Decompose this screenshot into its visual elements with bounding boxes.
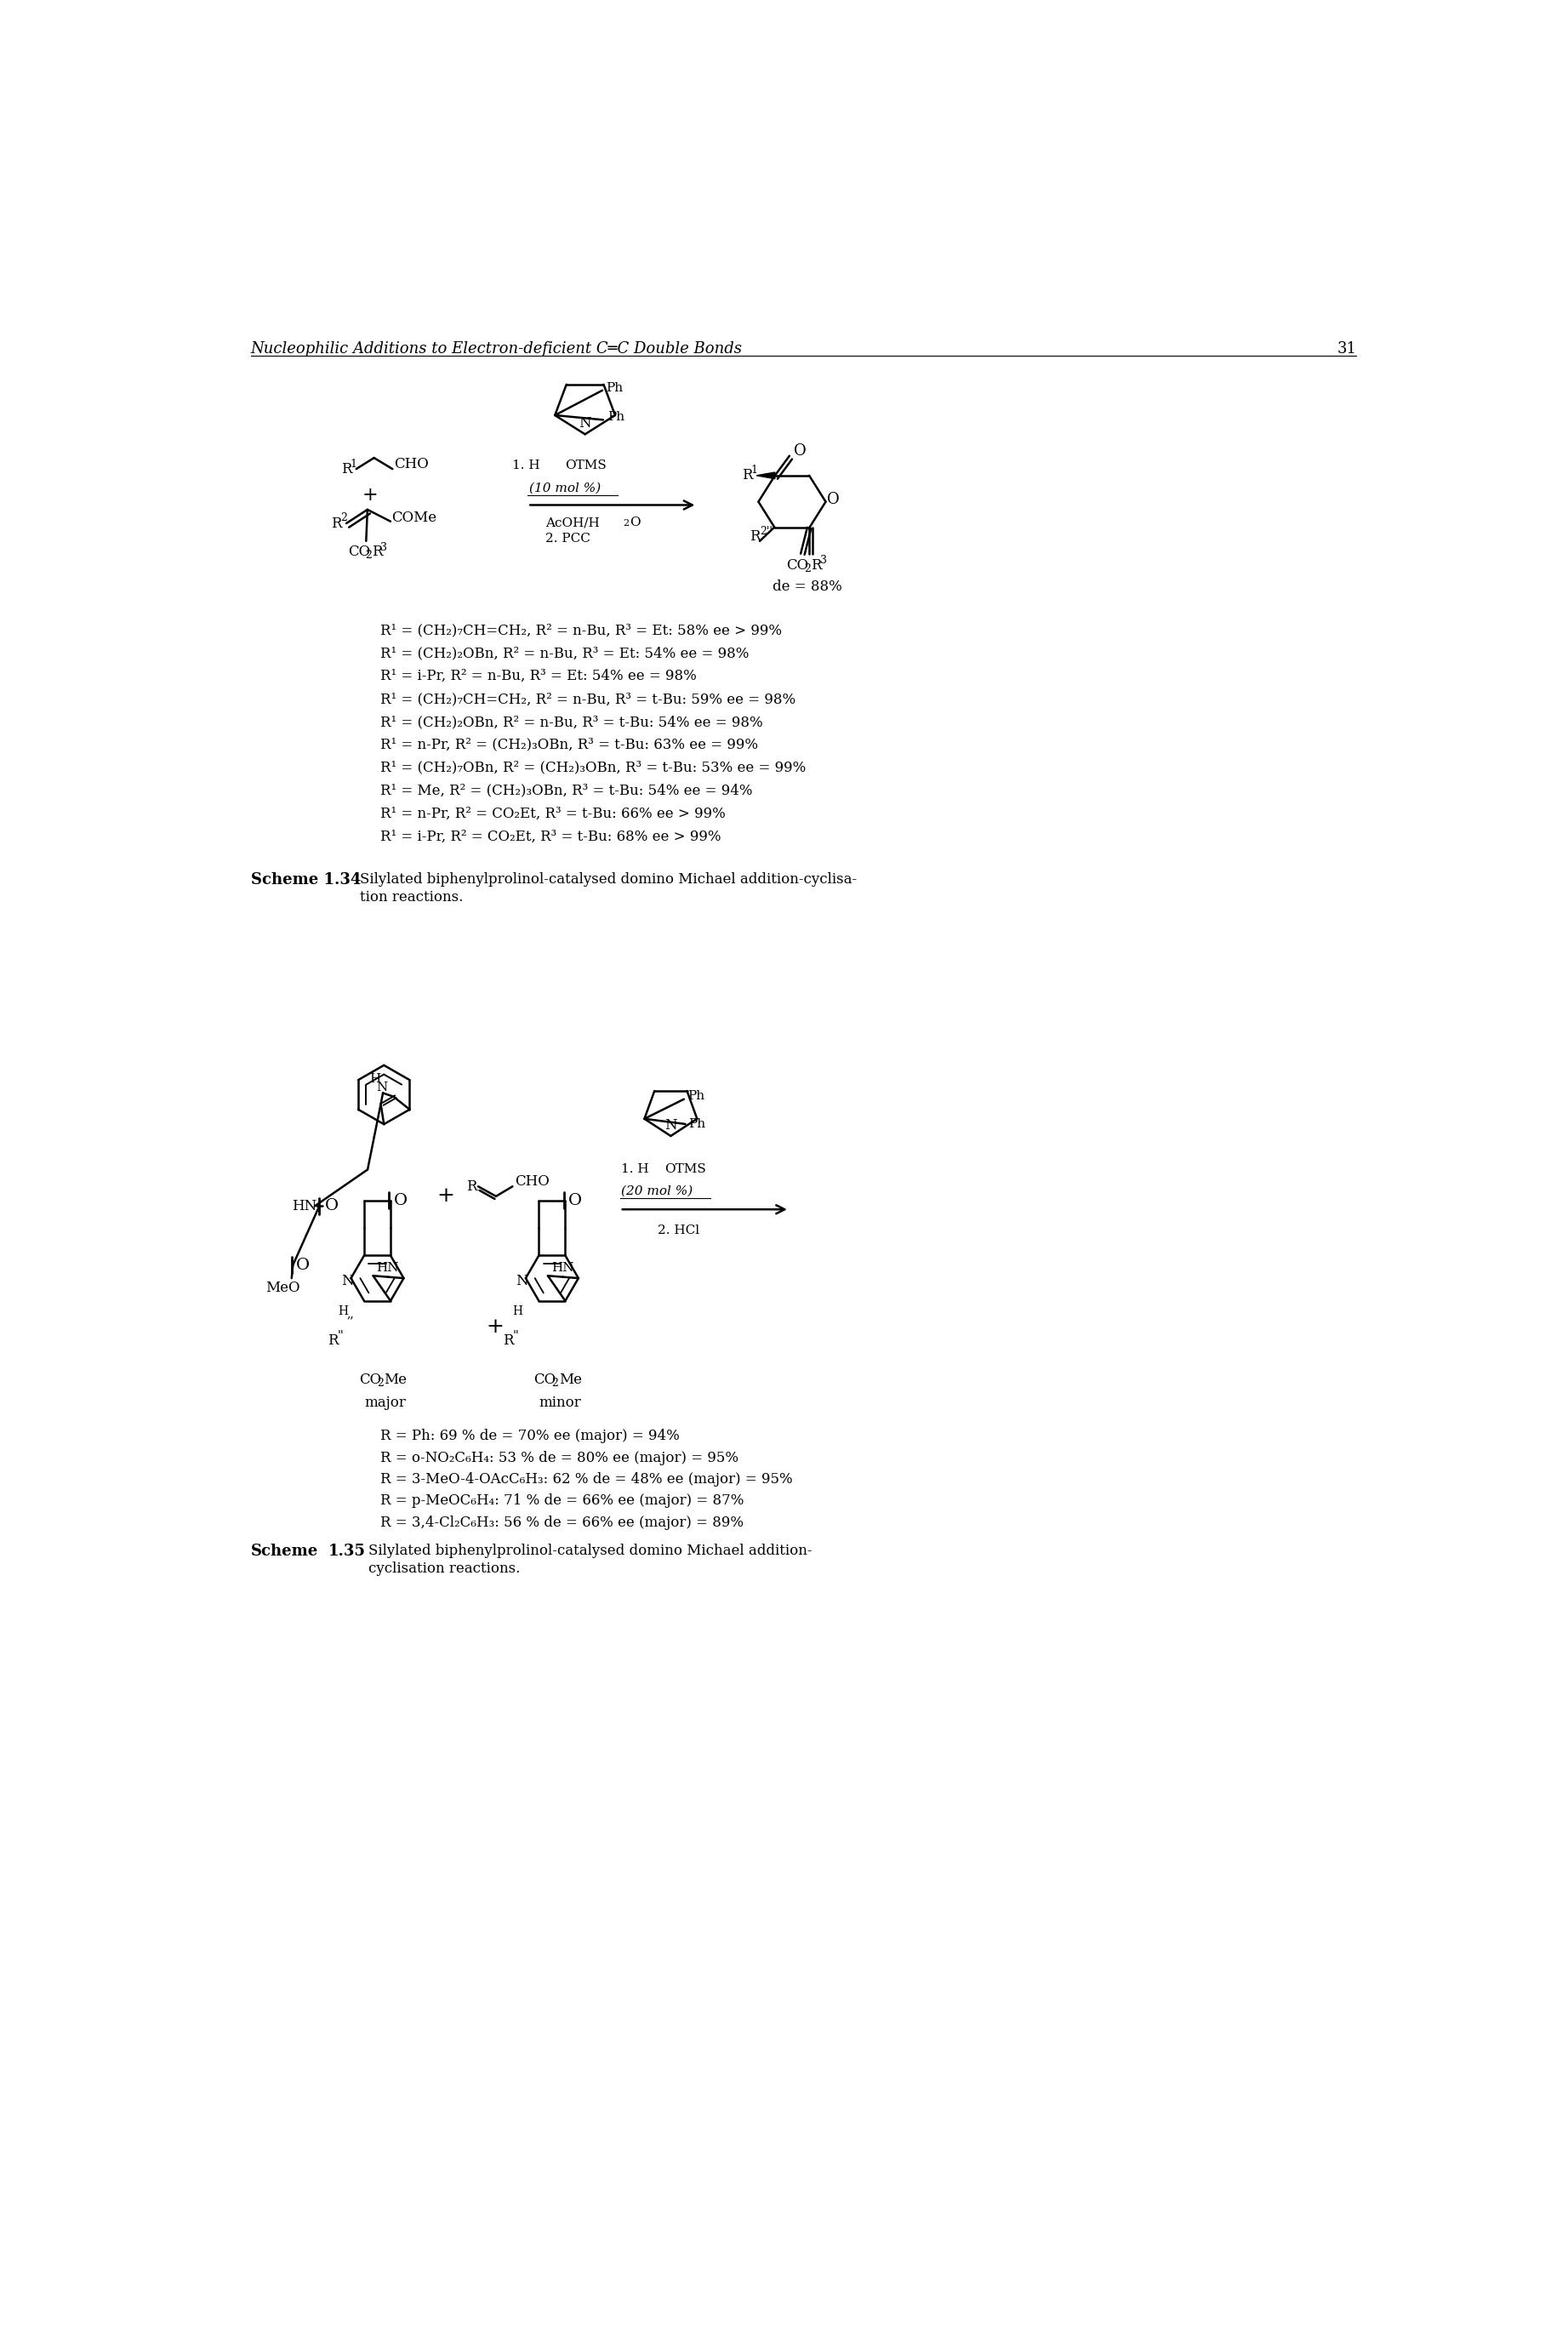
Text: 1. H: 1. H [513, 459, 541, 470]
Text: HN: HN [292, 1200, 317, 1214]
Text: H: H [513, 1305, 522, 1317]
Text: Scheme: Scheme [251, 1543, 318, 1559]
Text: N: N [665, 1117, 677, 1134]
Text: R: R [331, 515, 342, 532]
Polygon shape [756, 473, 775, 480]
Text: O: O [630, 517, 641, 529]
Text: Silylated biphenylprolinol-catalysed domino Michael addition-: Silylated biphenylprolinol-catalysed dom… [368, 1543, 812, 1557]
Text: Me: Me [558, 1374, 582, 1388]
Text: R = p-MeOC₆H₄: 71 % de = 66% ee (major) = 87%: R = p-MeOC₆H₄: 71 % de = 66% ee (major) … [381, 1494, 745, 1508]
Text: Ph: Ph [688, 1117, 706, 1129]
Text: Nucleophilic Additions to Electron-deficient C═C Double Bonds: Nucleophilic Additions to Electron-defic… [251, 341, 743, 358]
Text: O: O [296, 1258, 310, 1272]
Text: 3: 3 [820, 555, 826, 567]
Text: CO: CO [786, 557, 809, 572]
Text: O: O [394, 1192, 408, 1209]
Text: 2. PCC: 2. PCC [546, 532, 591, 543]
Text: R¹ = (CH₂)₂OBn, R² = n-Bu, R³ = t-Bu: 54% ee = 98%: R¹ = (CH₂)₂OBn, R² = n-Bu, R³ = t-Bu: 54… [381, 715, 764, 729]
Text: R¹ = (CH₂)₇OBn, R² = (CH₂)₃OBn, R³ = t-Bu: 53% ee = 99%: R¹ = (CH₂)₇OBn, R² = (CH₂)₃OBn, R³ = t-B… [381, 760, 806, 776]
Text: R = o-NO₂C₆H₄: 53 % de = 80% ee (major) = 95%: R = o-NO₂C₆H₄: 53 % de = 80% ee (major) … [381, 1451, 739, 1465]
Text: R: R [750, 529, 760, 543]
Text: Me: Me [384, 1374, 406, 1388]
Text: 2: 2 [365, 550, 372, 562]
Text: '': '' [337, 1329, 345, 1341]
Text: CO: CO [348, 546, 370, 560]
Text: OTMS: OTMS [665, 1164, 706, 1176]
Text: R: R [503, 1334, 513, 1348]
Text: R¹ = n-Pr, R² = CO₂Et, R³ = t-Bu: 66% ee > 99%: R¹ = n-Pr, R² = CO₂Et, R³ = t-Bu: 66% ee… [381, 807, 726, 821]
Text: R¹ = n-Pr, R² = (CH₂)₃OBn, R³ = t-Bu: 63% ee = 99%: R¹ = n-Pr, R² = (CH₂)₃OBn, R³ = t-Bu: 63… [381, 739, 759, 753]
Text: OTMS: OTMS [564, 459, 607, 470]
Text: HN: HN [376, 1263, 398, 1275]
Text: Ph: Ph [605, 381, 622, 393]
Text: cyclisation reactions.: cyclisation reactions. [368, 1562, 521, 1576]
Text: 2: 2 [622, 520, 629, 527]
Text: 1.35: 1.35 [328, 1543, 365, 1559]
Text: AcOH/H: AcOH/H [546, 517, 599, 529]
Text: CO: CO [359, 1374, 381, 1388]
Text: 31: 31 [1338, 341, 1356, 358]
Text: CHO: CHO [394, 456, 428, 473]
Text: 2: 2 [804, 562, 811, 574]
Text: R: R [328, 1334, 339, 1348]
Text: R¹ = (CH₂)₇CH=CH₂, R² = n-Bu, R³ = Et: 58% ee > 99%: R¹ = (CH₂)₇CH=CH₂, R² = n-Bu, R³ = Et: 5… [381, 623, 782, 637]
Text: +: + [486, 1317, 503, 1336]
Text: Ph: Ph [608, 412, 624, 423]
Text: O: O [569, 1192, 582, 1209]
Text: 2'': 2'' [760, 527, 773, 536]
Text: CHO: CHO [514, 1174, 549, 1190]
Text: 1: 1 [350, 459, 356, 470]
Text: R: R [742, 468, 753, 482]
Text: R = 3,4-Cl₂C₆H₃: 56 % de = 66% ee (major) = 89%: R = 3,4-Cl₂C₆H₃: 56 % de = 66% ee (major… [381, 1515, 743, 1529]
Text: O: O [793, 445, 806, 459]
Text: 3: 3 [381, 541, 387, 553]
Text: N: N [579, 416, 591, 430]
Text: R¹ = (CH₂)₂OBn, R² = n-Bu, R³ = Et: 54% ee = 98%: R¹ = (CH₂)₂OBn, R² = n-Bu, R³ = Et: 54% … [381, 647, 750, 661]
Text: R: R [372, 546, 383, 560]
Text: CO: CO [533, 1374, 555, 1388]
Text: H: H [337, 1305, 348, 1317]
Text: O: O [325, 1200, 339, 1214]
Text: Scheme 1.34: Scheme 1.34 [251, 873, 361, 887]
Text: Ph: Ph [687, 1089, 704, 1101]
Text: N: N [342, 1275, 353, 1289]
Text: 2. HCl: 2. HCl [657, 1225, 699, 1237]
Text: N: N [376, 1082, 387, 1094]
Text: ,,: ,, [347, 1308, 354, 1319]
Text: N: N [516, 1275, 528, 1289]
Text: HN: HN [550, 1263, 574, 1275]
Text: +: + [436, 1185, 455, 1207]
Text: 2: 2 [376, 1378, 383, 1388]
Text: MeO: MeO [265, 1282, 299, 1296]
Text: 2: 2 [340, 513, 347, 524]
Text: R¹ = (CH₂)₇CH=CH₂, R² = n-Bu, R³ = t-Bu: 59% ee = 98%: R¹ = (CH₂)₇CH=CH₂, R² = n-Bu, R³ = t-Bu:… [381, 691, 797, 706]
Text: tion reactions.: tion reactions. [359, 891, 463, 906]
Text: (10 mol %): (10 mol %) [528, 482, 601, 494]
Text: R: R [342, 461, 351, 475]
Text: de = 88%: de = 88% [773, 579, 842, 595]
Text: +: + [362, 487, 378, 506]
Text: R¹ = i-Pr, R² = CO₂Et, R³ = t-Bu: 68% ee > 99%: R¹ = i-Pr, R² = CO₂Et, R³ = t-Bu: 68% ee… [381, 830, 721, 844]
Text: R: R [811, 557, 822, 572]
Text: R = 3-MeO-4-OAcC₆H₃: 62 % de = 48% ee (major) = 95%: R = 3-MeO-4-OAcC₆H₃: 62 % de = 48% ee (m… [381, 1472, 793, 1486]
Text: Silylated biphenylprolinol-catalysed domino Michael addition-cyclisa-: Silylated biphenylprolinol-catalysed dom… [359, 873, 856, 887]
Text: major: major [364, 1395, 406, 1409]
Text: (20 mol %): (20 mol %) [621, 1185, 693, 1197]
Text: R¹ = Me, R² = (CH₂)₃OBn, R³ = t-Bu: 54% ee = 94%: R¹ = Me, R² = (CH₂)₃OBn, R³ = t-Bu: 54% … [381, 783, 753, 797]
Text: 1: 1 [751, 466, 757, 475]
Text: R¹ = i-Pr, R² = n-Bu, R³ = Et: 54% ee = 98%: R¹ = i-Pr, R² = n-Bu, R³ = Et: 54% ee = … [381, 668, 696, 684]
Text: 1. H: 1. H [621, 1164, 649, 1176]
Text: H: H [370, 1073, 381, 1084]
Text: O: O [826, 492, 839, 508]
Text: '': '' [513, 1329, 519, 1341]
Text: R: R [466, 1178, 477, 1195]
Text: 2: 2 [552, 1378, 558, 1388]
Text: minor: minor [539, 1395, 582, 1409]
Text: R = Ph: 69 % de = 70% ee (major) = 94%: R = Ph: 69 % de = 70% ee (major) = 94% [381, 1430, 681, 1444]
Text: COMe: COMe [392, 510, 437, 524]
